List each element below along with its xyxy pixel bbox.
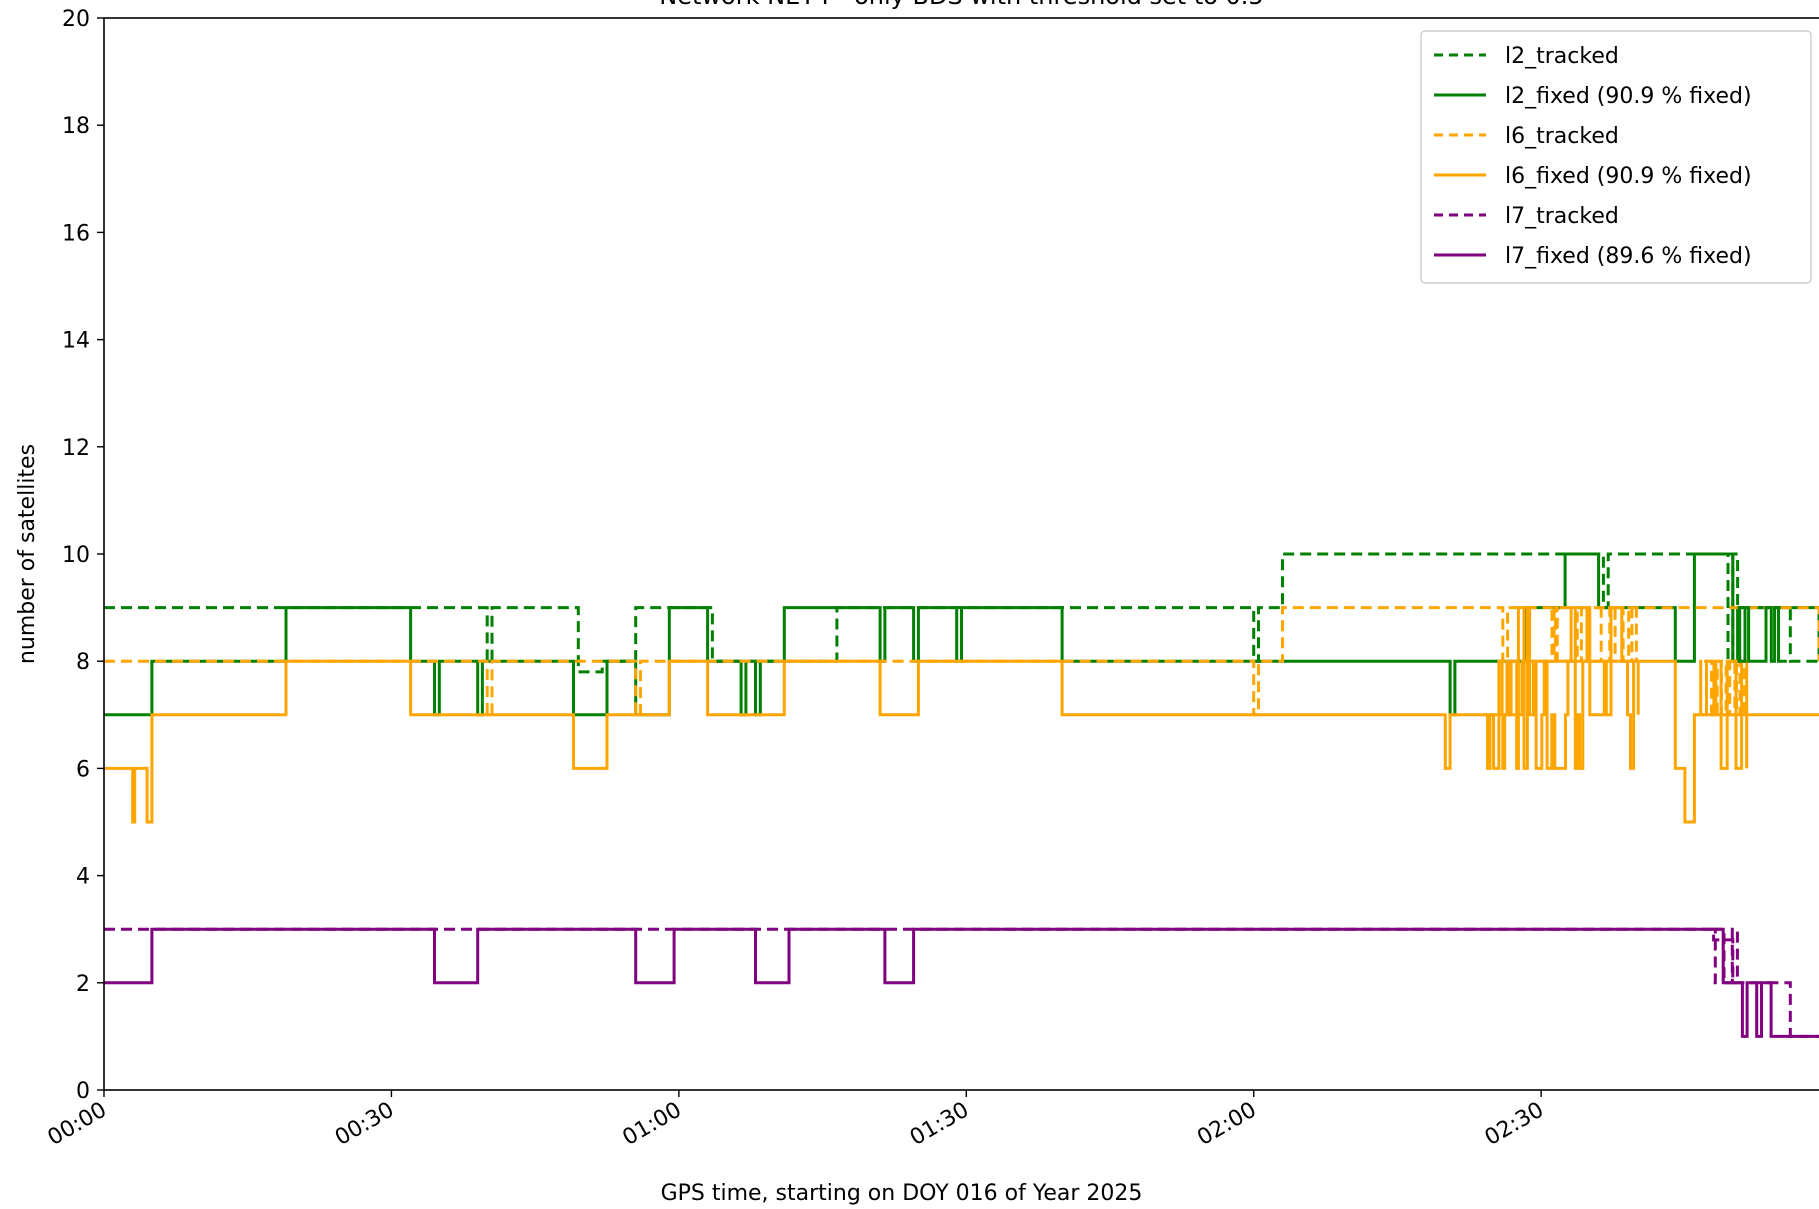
y-tick-label: 14 — [62, 329, 90, 354]
x-tick-label: 01:30 — [906, 1098, 973, 1151]
legend: l2_tracked l2_fixed (90.9 % fixed) l6_trac… — [1420, 30, 1812, 284]
series-line-l7-fixed — [104, 927, 1819, 1038]
chart-title: Network NET4 - only BDS with threshold s… — [659, 0, 1263, 10]
legend-box — [1420, 30, 1812, 284]
legend-label: l7_tracked — [1505, 204, 1619, 229]
y-axis-label: number of satellites — [15, 444, 40, 664]
plot-lines — [104, 552, 1819, 1038]
series-burst-l7-tracked — [1713, 927, 1739, 985]
series-line-l7-tracked — [104, 927, 1819, 1038]
y-tick-label: 0 — [76, 1079, 90, 1104]
series-burst-l6-tracked — [1541, 606, 1642, 663]
y-tick-label: 12 — [62, 436, 90, 461]
x-tick-label: 02:00 — [1193, 1098, 1260, 1151]
legend-label: l7_fixed (89.6 % fixed) — [1505, 244, 1752, 269]
series-burst-l6-fixed — [1699, 659, 1749, 770]
y-tick-label: 18 — [62, 114, 90, 139]
x-tick-label: 01:00 — [618, 1098, 685, 1151]
y-tick-label: 20 — [62, 7, 90, 32]
y-tick-label: 6 — [76, 757, 90, 782]
legend-label: l6_fixed (90.9 % fixed) — [1505, 164, 1752, 189]
legend-label: l2_tracked — [1505, 44, 1619, 69]
x-tick-label: 00:00 — [44, 1098, 111, 1151]
y-tick-label: 4 — [76, 865, 90, 890]
legend-label: l6_tracked — [1505, 124, 1619, 149]
series-line-l6-fixed — [104, 659, 1819, 824]
x-tick-label: 00:30 — [331, 1098, 398, 1151]
y-axis: 0 2 4 6 8 10 12 14 16 18 20 — [62, 7, 104, 1104]
legend-label: l2_fixed (90.9 % fixed) — [1505, 84, 1752, 109]
x-axis-label: GPS time, starting on DOY 016 of Year 20… — [661, 1181, 1143, 1206]
x-tick-label: 02:30 — [1481, 1098, 1548, 1151]
y-tick-label: 8 — [76, 650, 90, 675]
series-burst-l2-fixed — [1737, 606, 1787, 663]
y-tick-label: 10 — [62, 543, 90, 568]
series-burst-l6-tracked — [1704, 659, 1746, 717]
y-tick-label: 2 — [76, 972, 90, 997]
series-burst-l6-fixed — [1483, 606, 1640, 770]
series-line-l2-fixed — [104, 552, 1819, 717]
x-axis: 00:00 00:30 01:00 01:30 02:00 02:30 — [44, 1090, 1548, 1151]
y-tick-label: 16 — [62, 221, 90, 246]
